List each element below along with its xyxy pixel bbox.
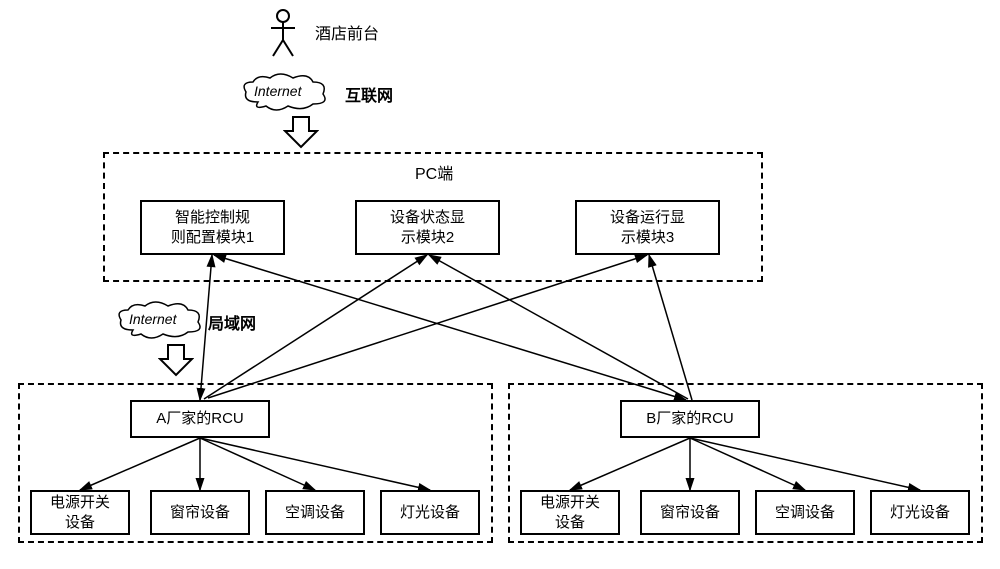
a-dev-power: 电源开关 设备 <box>30 490 130 535</box>
cloud2-text: Internet <box>129 311 176 327</box>
internet-label-2: 局域网 <box>208 310 256 334</box>
b-dev-power: 电源开关 设备 <box>520 490 620 535</box>
a-dev-ac: 空调设备 <box>265 490 365 535</box>
pc-title: PC端 <box>415 160 453 184</box>
actor-label: 酒店前台 <box>315 20 379 44</box>
block-arrow-2 <box>158 343 194 379</box>
rcu-b-box: B厂家的RCU <box>620 400 760 438</box>
module3-box: 设备运行显 示模块3 <box>575 200 720 255</box>
a-dev-light: 灯光设备 <box>380 490 480 535</box>
module2-box: 设备状态显 示模块2 <box>355 200 500 255</box>
actor-icon <box>265 8 301 58</box>
internet-label-1: 互联网 <box>345 82 393 106</box>
rcu-a-box: A厂家的RCU <box>130 400 270 438</box>
a-dev-curtain: 窗帘设备 <box>150 490 250 535</box>
block-arrow-1 <box>283 115 319 151</box>
cloud1-text: Internet <box>254 83 301 99</box>
b-dev-curtain: 窗帘设备 <box>640 490 740 535</box>
b-dev-light: 灯光设备 <box>870 490 970 535</box>
module1-box: 智能控制规 则配置模块1 <box>140 200 285 255</box>
b-dev-ac: 空调设备 <box>755 490 855 535</box>
